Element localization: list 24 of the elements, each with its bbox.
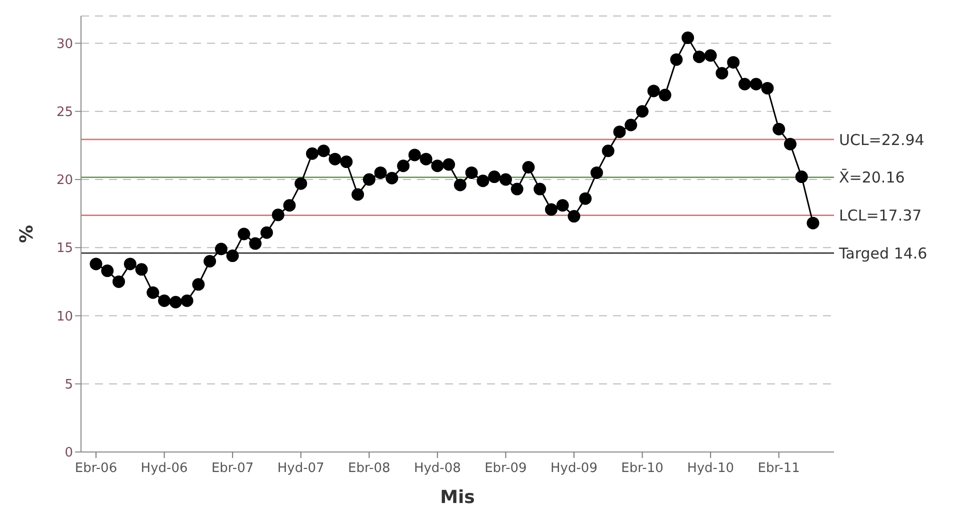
y-tick-label: 5 — [64, 377, 73, 392]
x-tick-label: Hyd-10 — [687, 461, 734, 476]
y-axis-title: % — [16, 224, 38, 244]
y-tick-label: 0 — [64, 446, 73, 461]
x-tick-label: Hyd-09 — [550, 461, 598, 476]
ref-line-label: Targed 14.6 — [838, 244, 928, 262]
x-tick-label: Ebr-07 — [211, 461, 254, 476]
x-tick-label: Ebr-06 — [74, 461, 118, 476]
y-tick-label: 15 — [56, 241, 73, 256]
x-tick-label: Ebr-10 — [621, 461, 664, 476]
x-tick-label: Hyd-08 — [414, 461, 461, 476]
ref-line-label: LCL=17.37 — [839, 206, 922, 225]
y-tick-label: 25 — [56, 104, 73, 120]
x-axis-title: Mis — [440, 487, 475, 508]
x-tick-label: Ebr-11 — [758, 461, 800, 476]
x-tick-label: Ebr-08 — [348, 461, 390, 476]
x-tick-label: Hyd-06 — [140, 461, 188, 476]
ref-line-label: X̄=20.16 — [839, 168, 905, 187]
x-tick-label: Hyd-07 — [277, 461, 324, 476]
y-tick-label: 30 — [56, 36, 73, 52]
ref-line-label: UCL=22.94 — [839, 130, 924, 149]
x-tick-label: Ebr-09 — [484, 461, 527, 476]
y-tick-label: 10 — [56, 309, 73, 324]
y-tick-label: 20 — [56, 173, 73, 188]
